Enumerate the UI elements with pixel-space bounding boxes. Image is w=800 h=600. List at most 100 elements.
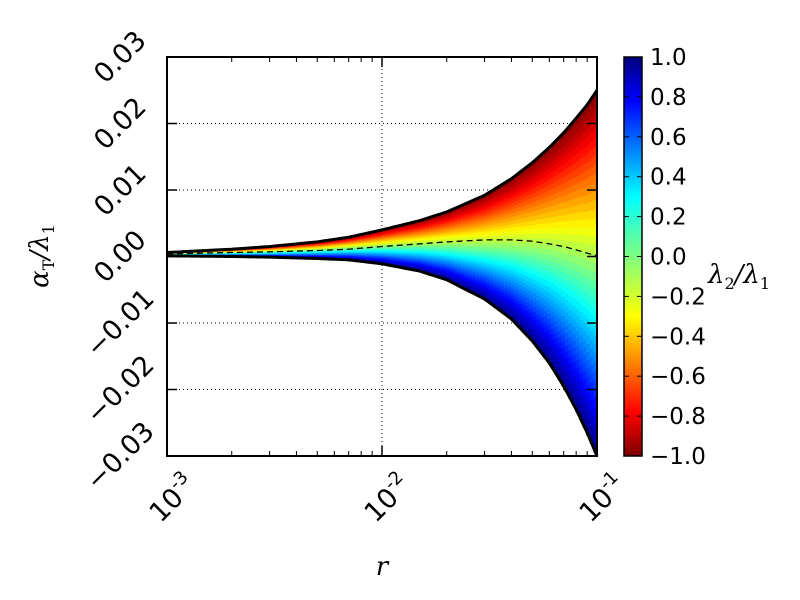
fill-cell xyxy=(410,251,415,254)
fill-cell xyxy=(539,337,544,344)
fill-cell xyxy=(439,220,444,223)
fill-cell xyxy=(364,247,369,249)
fill-cell xyxy=(399,259,405,261)
fill-cell xyxy=(432,233,437,237)
fill-cell xyxy=(539,154,544,161)
fill-cell xyxy=(403,252,408,255)
colorbar-tick-label: 1.0 xyxy=(650,45,687,71)
fill-cell xyxy=(389,256,394,258)
fill-cell xyxy=(528,190,534,196)
fill-cell xyxy=(557,179,562,187)
fill-cell xyxy=(421,243,426,246)
fill-cell xyxy=(579,212,584,221)
fill-cell xyxy=(371,251,376,254)
fill-cell xyxy=(464,242,469,245)
fill-cell xyxy=(593,442,598,453)
fill-cell xyxy=(489,244,494,249)
fill-cell xyxy=(446,232,451,235)
fill-cell xyxy=(403,256,408,258)
fill-cell xyxy=(464,265,469,269)
fill-cell xyxy=(511,313,516,318)
fill-cell xyxy=(518,176,523,181)
fill-cell xyxy=(500,270,505,275)
fill-cell xyxy=(450,278,455,282)
fill-cell xyxy=(500,245,505,249)
fill-cell xyxy=(392,242,397,245)
fill-cell xyxy=(536,219,541,225)
fill-cell xyxy=(586,111,591,121)
fill-cell xyxy=(532,170,537,176)
fill-cell xyxy=(392,240,397,243)
fill-cell xyxy=(432,236,437,240)
fill-cell xyxy=(575,308,580,317)
fill-cell xyxy=(543,228,548,235)
fill-cell xyxy=(428,255,433,258)
fill-cell xyxy=(414,253,419,256)
fill-cell xyxy=(432,265,437,268)
fill-cell xyxy=(446,251,451,254)
fill-cell xyxy=(579,242,584,252)
fill-cell xyxy=(353,240,358,242)
fill-cell xyxy=(568,248,573,256)
fill-cell xyxy=(568,316,573,324)
fill-cell xyxy=(392,259,397,261)
fill-cell xyxy=(392,231,397,234)
fill-cell xyxy=(389,261,394,264)
fill-cell xyxy=(518,179,523,185)
fill-cell xyxy=(450,222,455,225)
fill-cell xyxy=(414,238,419,241)
fill-cell xyxy=(421,240,426,243)
fill-cell xyxy=(507,186,512,191)
fill-cell xyxy=(543,182,548,188)
fill-cell xyxy=(435,233,440,236)
fill-cell xyxy=(571,369,577,378)
fill-cell xyxy=(371,242,376,245)
fill-cell xyxy=(356,258,362,260)
fill-cell xyxy=(582,331,587,340)
fill-cell xyxy=(493,215,498,219)
fill-cell xyxy=(356,238,362,240)
fill-cell xyxy=(468,275,473,279)
fill-cell xyxy=(353,251,358,254)
fill-cell xyxy=(589,115,595,125)
fill-cell xyxy=(442,259,448,262)
fill-cell xyxy=(446,275,451,278)
fill-cell xyxy=(493,256,498,261)
fill-cell xyxy=(586,376,591,386)
fill-cell xyxy=(557,191,562,199)
fill-cell xyxy=(489,270,494,274)
fill-cell xyxy=(460,250,466,254)
fill-cell xyxy=(410,240,415,242)
fill-cell xyxy=(525,242,530,248)
fill-cell xyxy=(382,252,387,255)
fill-cell xyxy=(396,250,401,253)
fill-cell xyxy=(396,226,401,229)
fill-cell xyxy=(543,352,548,359)
fill-cell xyxy=(446,221,451,224)
fill-cell xyxy=(364,249,369,251)
fill-cell xyxy=(589,296,595,306)
fill-cell xyxy=(464,218,469,222)
fill-cell xyxy=(439,224,444,228)
fill-cell xyxy=(496,287,501,292)
fill-cell xyxy=(457,208,462,212)
fill-cell xyxy=(582,299,587,309)
fill-cell xyxy=(500,267,505,272)
fill-cell xyxy=(374,239,380,242)
fill-cell xyxy=(557,197,562,205)
fill-cell xyxy=(360,253,365,256)
fill-cell xyxy=(589,434,595,444)
fill-cell xyxy=(468,237,473,241)
fill-cell xyxy=(511,277,516,282)
fill-cell xyxy=(536,262,541,268)
fill-cell xyxy=(482,247,487,251)
fill-cell xyxy=(539,223,544,230)
fill-cell xyxy=(500,286,505,291)
fill-cell xyxy=(396,239,401,241)
fill-cell xyxy=(450,226,455,229)
fill-cell xyxy=(468,246,473,250)
colorbar-tick-label: 0.6 xyxy=(650,125,687,151)
fill-cell xyxy=(528,163,534,169)
fill-cell xyxy=(561,328,566,336)
